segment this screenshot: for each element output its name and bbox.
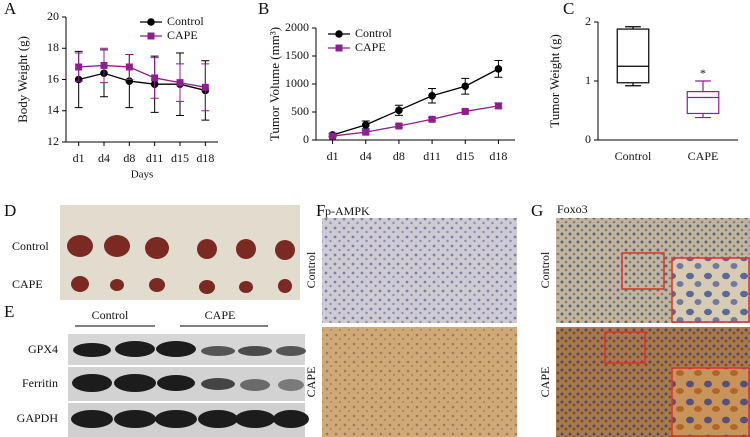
- legend-marker: [335, 30, 343, 38]
- y-tick-label: 2000: [285, 20, 309, 34]
- group-label: Control: [92, 308, 129, 322]
- row-label: CAPE: [12, 277, 43, 291]
- marker: [329, 132, 337, 140]
- y-tick-label: 1000: [285, 76, 309, 90]
- series-line: [78, 64, 206, 88]
- y-tick-label: 1: [585, 73, 591, 87]
- zoom-box: [604, 331, 646, 364]
- marker: [125, 63, 133, 71]
- group-label: CAPE: [205, 308, 236, 322]
- x-tick-label: d15: [171, 151, 189, 165]
- marker: [361, 121, 370, 129]
- marker: [494, 102, 502, 110]
- zoom-box: [621, 252, 665, 290]
- x-tick-label: d18: [196, 151, 214, 165]
- ihc-image: [322, 218, 517, 323]
- x-tick-label: d8: [393, 149, 405, 163]
- x-tick-label: Control: [615, 149, 652, 163]
- marker: [461, 82, 470, 91]
- y-axis-label: Tumor Volume (mm³): [267, 27, 282, 141]
- y-tick-label: 500: [291, 104, 309, 118]
- annotation: *: [700, 66, 706, 80]
- y-tick-label: 20: [47, 9, 59, 23]
- panel-letter: D: [4, 201, 16, 220]
- marker: [151, 74, 159, 82]
- x-tick-label: d1: [327, 149, 339, 163]
- marker: [461, 107, 469, 115]
- x-tick-label: d4: [98, 151, 110, 165]
- x-tick-label: d11: [423, 149, 441, 163]
- y-tick-label: 1500: [285, 48, 309, 62]
- y-tick-label: 14: [47, 103, 59, 117]
- y-tick-label: 16: [47, 71, 59, 85]
- x-tick-label: d15: [456, 149, 474, 163]
- row-label: Control: [538, 251, 552, 288]
- panel-letter: A: [4, 0, 17, 18]
- y-tick-label: 2: [585, 14, 591, 28]
- x-tick-label: CAPE: [688, 149, 719, 163]
- row-label: Ferritin: [22, 376, 58, 390]
- legend-label: Control: [355, 26, 392, 40]
- y-tick-label: 12: [47, 134, 59, 148]
- row-label: GPX4: [28, 342, 58, 356]
- blot: [68, 334, 309, 437]
- y-axis-label: Tumor Weight (g): [547, 34, 562, 128]
- series-line: [78, 72, 206, 92]
- x-tick-label: d4: [360, 149, 372, 163]
- zoom-inset: [671, 367, 750, 437]
- marker: [395, 122, 403, 130]
- x-tick-label: d11: [146, 151, 164, 165]
- whisker: [625, 26, 641, 87]
- series-line: [332, 68, 499, 136]
- legend-marker: [147, 32, 155, 40]
- y-axis-label: Body Weight (g): [15, 36, 30, 123]
- box: [616, 28, 650, 84]
- tumors: [67, 235, 295, 294]
- panel-letter: E: [4, 302, 14, 321]
- marker: [428, 115, 436, 123]
- x-axis-label: Days: [131, 169, 154, 181]
- marker: [494, 65, 503, 73]
- x-tick-label: d1: [73, 151, 85, 165]
- y-tick-label: 0: [303, 132, 309, 146]
- stain-title: Foxo3: [557, 202, 588, 216]
- y-tick-label: 18: [47, 40, 59, 54]
- marker: [362, 128, 370, 136]
- marker: [176, 79, 184, 87]
- marker: [395, 106, 403, 115]
- panel-letter: G: [531, 201, 543, 220]
- row-label: Control: [12, 239, 49, 253]
- ihc-image: [322, 327, 517, 437]
- zoom-inset: [671, 257, 750, 323]
- marker: [201, 83, 209, 91]
- panel-letter: B: [258, 0, 269, 18]
- x-tick-label: d18: [489, 149, 507, 163]
- panel-letter: C: [563, 0, 574, 18]
- legend-marker: [335, 44, 343, 52]
- tumor-photo: [60, 205, 300, 300]
- marker: [75, 63, 83, 71]
- row-label: Control: [304, 251, 318, 288]
- row-label: CAPE: [538, 367, 552, 398]
- legend-label: CAPE: [167, 28, 198, 42]
- y-tick-label: 0: [585, 132, 591, 146]
- series-line: [332, 105, 499, 137]
- legend-marker: [147, 18, 155, 26]
- row-label: CAPE: [304, 367, 318, 398]
- whisker: [695, 80, 711, 119]
- marker: [100, 61, 108, 69]
- row-label: GAPDH: [17, 411, 59, 425]
- stain-title: p-AMPK: [325, 204, 370, 218]
- legend-label: Control: [167, 14, 204, 28]
- box: [686, 91, 720, 115]
- panel-letter: F: [316, 201, 325, 220]
- x-tick-label: d8: [123, 151, 135, 165]
- legend-label: CAPE: [355, 40, 386, 54]
- marker: [428, 91, 436, 100]
